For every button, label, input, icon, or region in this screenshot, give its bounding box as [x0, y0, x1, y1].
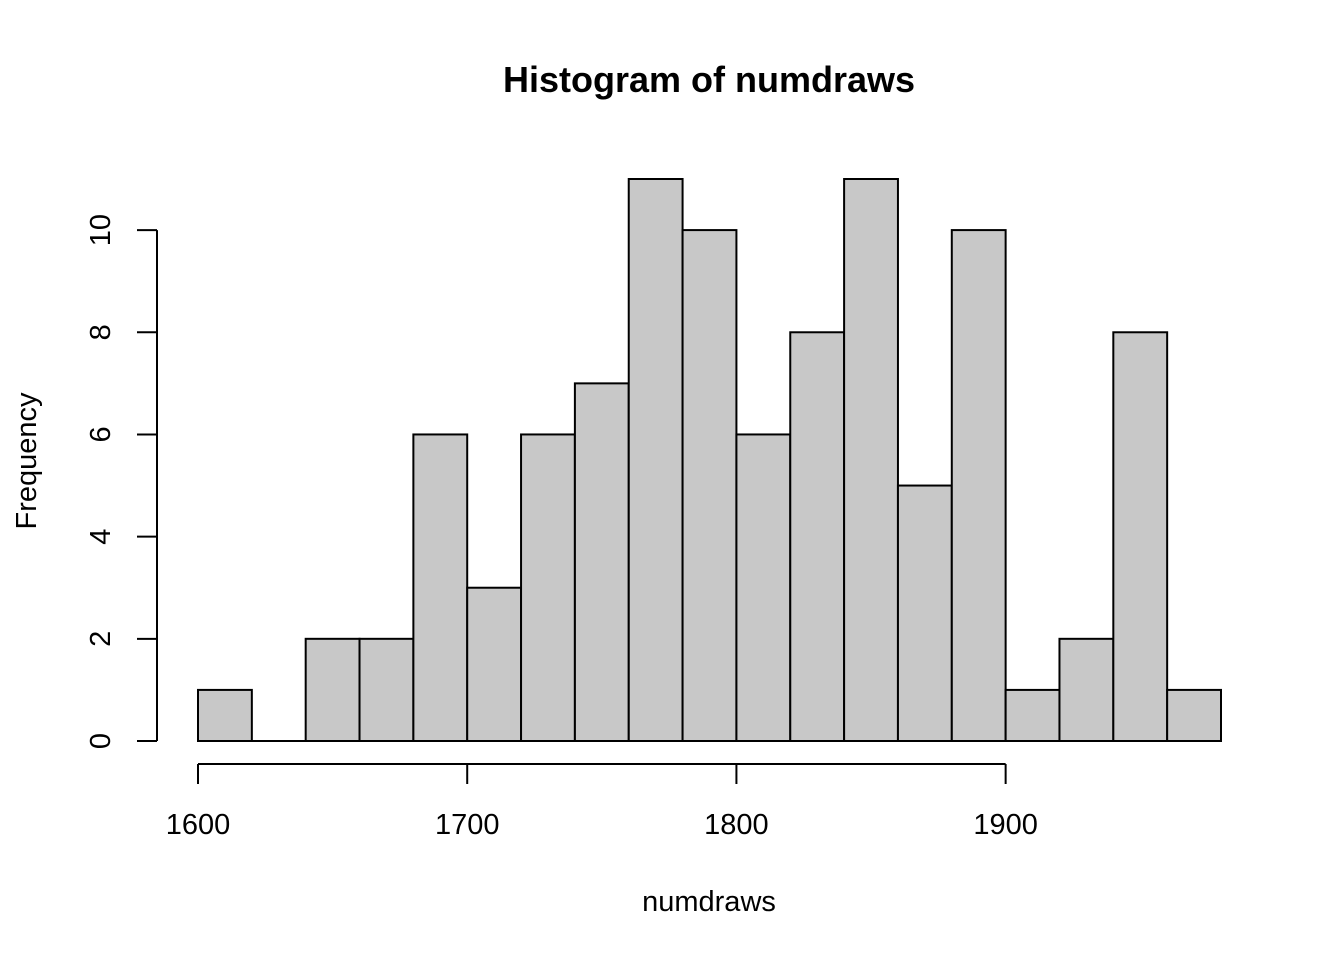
histogram-bar — [358, 637, 415, 742]
x-tick-label: 1600 — [166, 809, 231, 841]
histogram-bar — [843, 178, 899, 742]
y-axis: 0 2 4 6 8 10 — [85, 214, 158, 749]
chart-title: Histogram of numdraws — [503, 59, 915, 100]
histogram-bar — [627, 178, 684, 742]
y-tick-label: 6 — [85, 426, 117, 442]
x-tick-label: 1900 — [973, 809, 1038, 841]
x-tick-label: 1700 — [435, 809, 500, 841]
y-tick-label: 0 — [85, 733, 117, 749]
histogram-bar — [735, 433, 792, 742]
histogram-bar — [573, 382, 630, 742]
y-tick-label: 8 — [85, 324, 117, 340]
x-axis-title: numdraws — [642, 886, 776, 918]
histogram-bar — [896, 484, 953, 742]
histogram-bar — [1112, 331, 1169, 742]
y-tick-label: 10 — [85, 214, 117, 246]
histogram-bar — [789, 331, 846, 742]
y-tick-label: 4 — [85, 529, 117, 545]
histogram-bar — [197, 688, 253, 743]
x-axis: 1600 1700 1800 1900 — [166, 763, 1038, 841]
histogram-bar — [681, 229, 738, 742]
histogram-bar — [1004, 688, 1061, 743]
x-tick-label: 1800 — [704, 809, 769, 841]
histogram-bar — [520, 433, 576, 742]
y-axis-title: Frequency — [11, 392, 43, 530]
histogram-bar — [1058, 637, 1115, 742]
y-tick-label: 2 — [85, 631, 117, 647]
histogram-bar — [950, 229, 1007, 742]
histogram-bar — [1166, 688, 1222, 743]
bars-group — [197, 178, 1222, 743]
histogram-bar — [304, 637, 361, 742]
histogram-bar — [412, 433, 469, 742]
histogram-bar — [466, 586, 523, 743]
